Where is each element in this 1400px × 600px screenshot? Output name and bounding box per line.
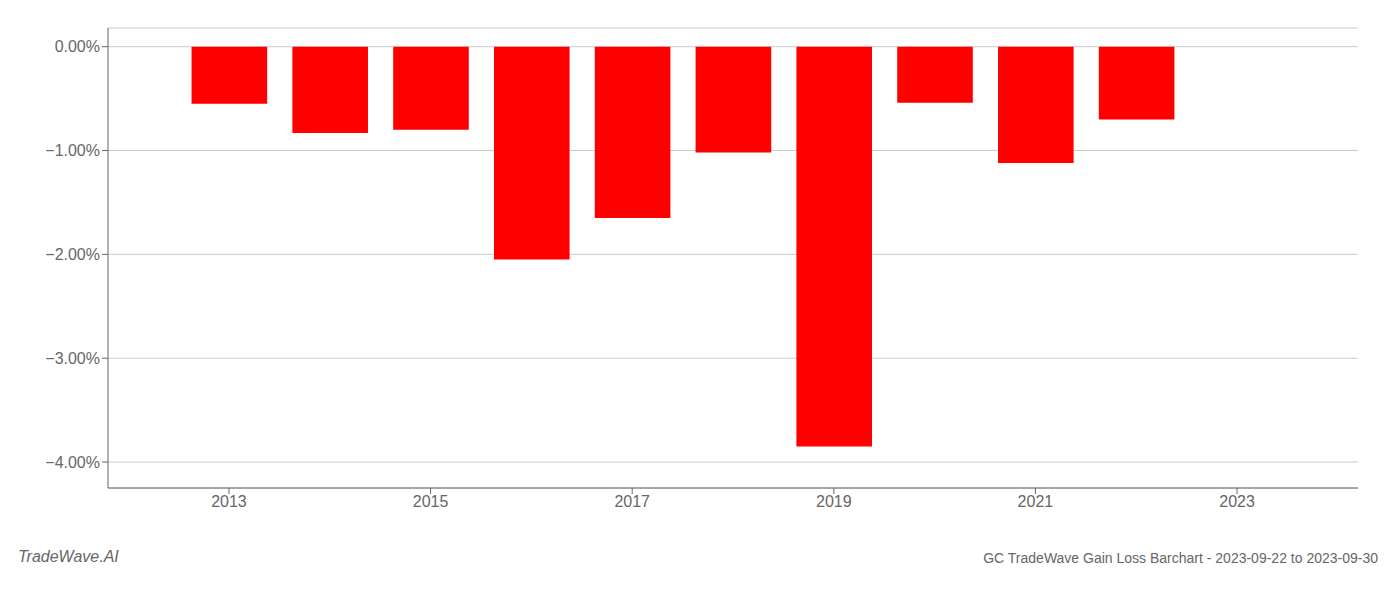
svg-text:−1.00%: −1.00% [45,142,100,159]
html-text:GC TradeWave Gain Loss Barchar: GC TradeWave Gain Loss Barchart - 2023-0… [983,550,1378,566]
svg-text:2023: 2023 [1219,493,1255,510]
svg-text:2019: 2019 [816,493,852,510]
html-text:TradeWave.AI: TradeWave.AI [18,548,119,565]
svg-text:2017: 2017 [614,493,650,510]
svg-text:2021: 2021 [1018,493,1054,510]
svg-text:−2.00%: −2.00% [45,246,100,263]
svg-text:2013: 2013 [211,493,247,510]
svg-text:2015: 2015 [413,493,449,510]
svg-text:−4.00%: −4.00% [45,454,100,471]
svg-text:0.00%: 0.00% [55,38,100,55]
svg-text:−3.00%: −3.00% [45,350,100,367]
